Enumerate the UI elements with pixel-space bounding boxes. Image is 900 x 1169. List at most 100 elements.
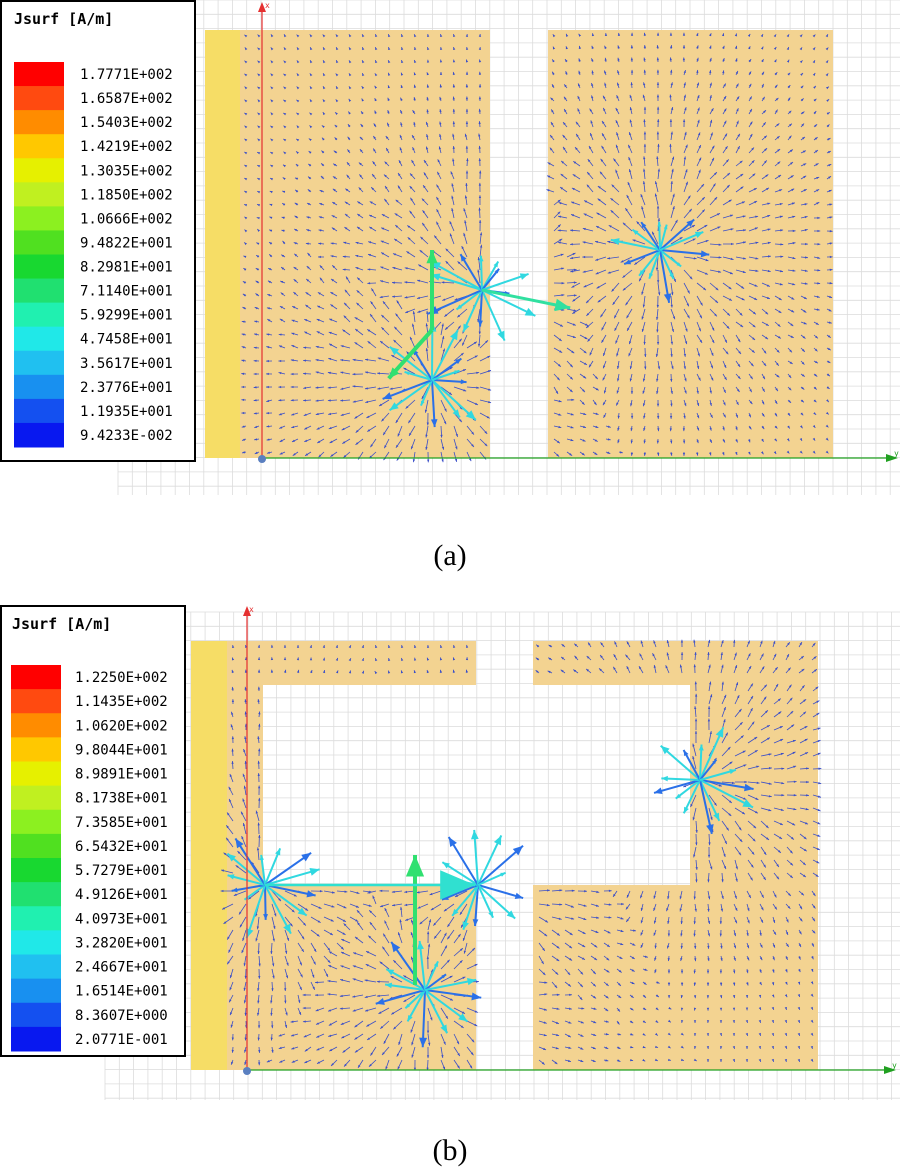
arrow-head: [384, 161, 388, 165]
arrow-head: [804, 228, 808, 232]
arrow-head: [474, 355, 478, 358]
arrow-head: [459, 406, 463, 410]
arrow-head: [640, 194, 643, 198]
arrow-head: [242, 938, 245, 942]
arrow-head: [358, 162, 362, 166]
arrow-head: [683, 366, 687, 370]
legend-value: 2.0771E-001: [75, 1032, 168, 1048]
arrow-head: [639, 278, 642, 282]
arrow-head: [696, 45, 699, 49]
arrow-head: [257, 204, 261, 207]
arrow-head: [675, 219, 678, 223]
arrow-head: [392, 295, 395, 298]
arrow-head: [696, 366, 700, 369]
current-arrow: [638, 249, 661, 277]
arrow-head: [561, 160, 565, 164]
arrow-head: [656, 403, 660, 407]
arrow-head: [550, 97, 554, 101]
arrow-head: [478, 121, 481, 125]
arrow-head: [452, 158, 455, 162]
arrow-head: [270, 99, 274, 103]
arrow-head: [284, 1000, 287, 1004]
arrow-head: [323, 60, 326, 64]
arrow-head: [817, 795, 821, 798]
arrow-head: [293, 267, 297, 270]
arrow-head: [636, 221, 640, 225]
arrow-head: [420, 400, 425, 406]
arrow-head: [309, 125, 313, 129]
arrow-head: [604, 70, 607, 74]
arrow-head: [257, 191, 261, 194]
arrow-head: [330, 304, 334, 307]
arrow-head: [586, 325, 590, 328]
arrow-head: [812, 72, 816, 76]
arrow-head: [812, 47, 816, 51]
arrow-head: [601, 327, 604, 331]
arrow-head: [296, 151, 299, 155]
arrow-head: [816, 295, 820, 298]
arrow-head: [776, 136, 780, 139]
arrow-head: [816, 176, 820, 180]
arrow-head: [594, 439, 598, 442]
arrow-head: [786, 34, 790, 38]
arrow-head: [709, 45, 712, 49]
arrow-head: [448, 392, 452, 395]
arrow-head: [375, 658, 378, 662]
arrow-head: [656, 304, 659, 308]
arrow-head: [394, 326, 397, 330]
arrow-head: [615, 340, 618, 344]
arrow-head: [497, 330, 505, 341]
arrow-head: [332, 188, 336, 192]
arrow-head: [829, 295, 833, 298]
arrow-head: [347, 149, 350, 153]
arrow-head: [735, 452, 738, 456]
arrow-head: [825, 437, 829, 441]
arrow-head: [454, 298, 458, 301]
arrow-head: [696, 33, 699, 37]
arrow-head: [257, 1037, 260, 1041]
arrow-head: [564, 109, 567, 112]
arrow-head: [765, 311, 769, 315]
arrow-head: [389, 346, 400, 356]
arrow-head: [736, 120, 739, 124]
arrow-head: [630, 428, 633, 432]
arrow-head: [257, 686, 261, 690]
arrow-head: [617, 427, 620, 431]
arrow-head: [595, 271, 599, 275]
axis-arrow: [886, 454, 898, 462]
arrow-head: [465, 96, 469, 100]
arrow-head: [318, 454, 322, 458]
arrow-head: [478, 108, 481, 112]
arrow-head: [335, 657, 338, 661]
arrow-head: [371, 288, 374, 292]
arrow-head: [563, 122, 566, 125]
arrow-head: [241, 346, 245, 349]
arrow-head: [244, 1049, 247, 1053]
current-arrow: [387, 328, 434, 380]
arrow-head: [577, 108, 580, 112]
arrow-head: [573, 161, 577, 164]
current-arrow: [431, 379, 461, 419]
arrow-head: [309, 34, 313, 38]
arrow-head: [643, 341, 646, 345]
arrow-head: [624, 259, 632, 265]
arrow-head: [555, 390, 559, 394]
arrow-head: [279, 426, 283, 429]
arrow-head: [231, 1061, 234, 1065]
current-arrow: [481, 288, 571, 310]
arrow-head: [764, 148, 768, 151]
arrow-head: [444, 408, 447, 412]
arrow-head: [408, 420, 411, 424]
arrow-head: [303, 359, 306, 362]
arrow-head: [816, 202, 820, 205]
arrow-head: [812, 60, 815, 64]
arrow-head: [426, 34, 430, 37]
arrow-head: [329, 343, 333, 347]
arrow-head: [616, 390, 619, 394]
legend-value: 1.0666E+002: [80, 211, 173, 227]
arrow-head: [700, 302, 703, 306]
arrow-head: [583, 375, 587, 379]
arrow-head: [614, 327, 617, 331]
arrow-head: [474, 402, 478, 405]
arrow-head: [761, 71, 765, 75]
